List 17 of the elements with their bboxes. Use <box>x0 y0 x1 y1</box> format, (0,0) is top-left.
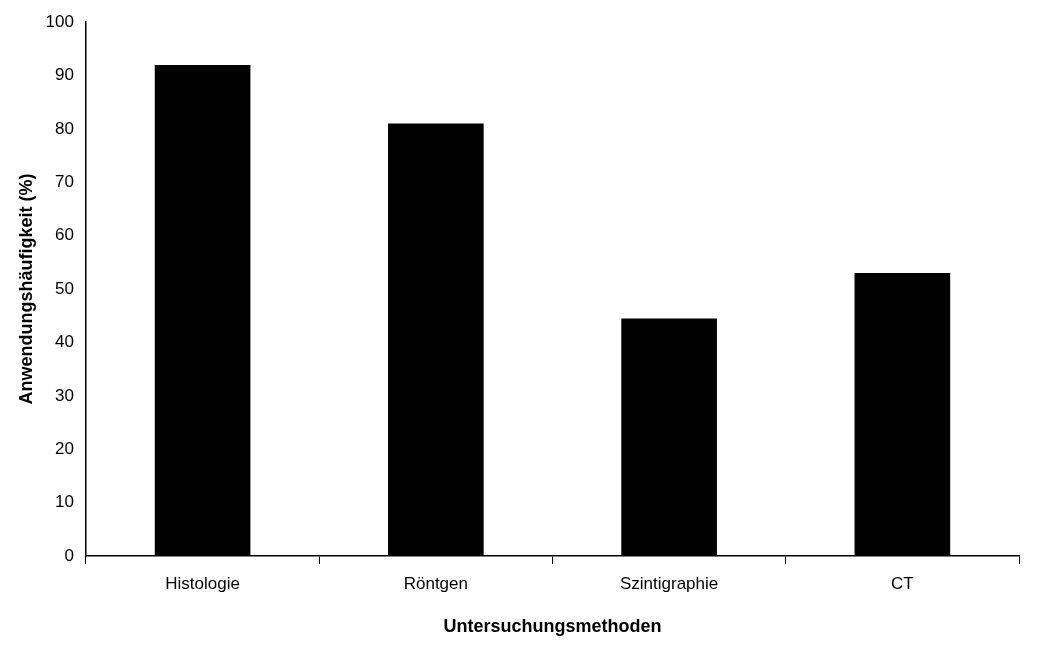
x-axis-title: Untersuchungsmethoden <box>443 616 662 637</box>
y-tick-label: 40 <box>55 332 74 352</box>
y-tick-label: 10 <box>55 492 74 512</box>
y-tick-label: 30 <box>55 385 74 405</box>
y-tick-label: 20 <box>55 438 74 458</box>
y-axis-title: Anwendungshäufigkeit (%) <box>15 173 36 405</box>
y-tick-label: 60 <box>55 225 74 245</box>
x-tick-label: CT <box>891 573 914 593</box>
y-tick-label: 100 <box>45 11 74 31</box>
y-tick-label: 90 <box>55 65 74 85</box>
x-tick-label: Szintigraphie <box>619 573 719 593</box>
y-tick-label: 50 <box>55 278 74 298</box>
x-tick-label: Röntgen <box>403 573 468 593</box>
x-tick-label: Histologie <box>165 573 240 593</box>
y-tick-label: 70 <box>55 172 74 192</box>
y-tick-label: 0 <box>64 545 74 565</box>
y-tick-label: 80 <box>55 118 74 138</box>
